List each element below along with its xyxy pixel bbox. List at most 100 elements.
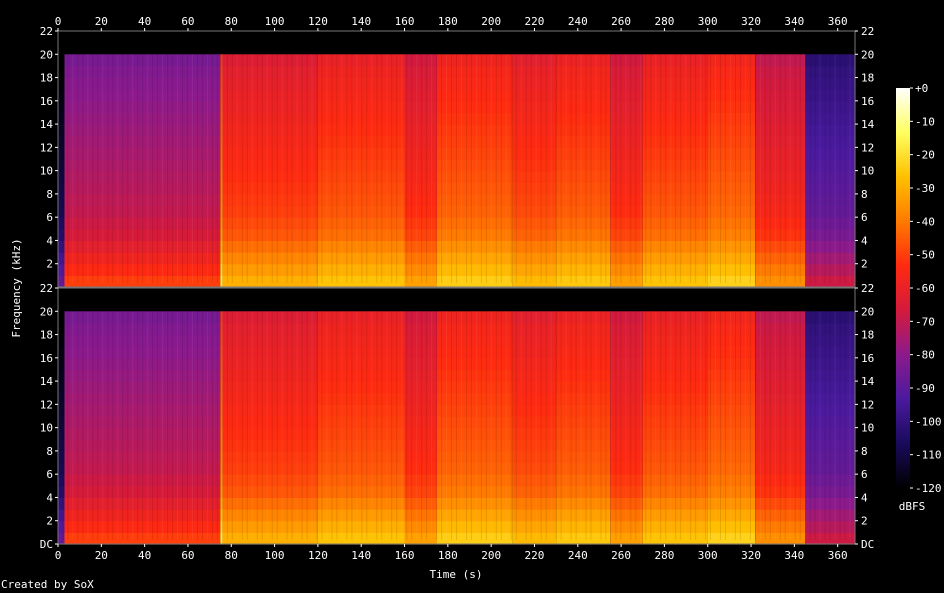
- channel-1-cell-9-9: [610, 170, 643, 183]
- channel-2-cell-7-6: [512, 462, 557, 475]
- channel-1-cell-10-0: [642, 275, 708, 288]
- channel-2-cell-11-14: [707, 369, 756, 382]
- channel-1-cell-6-18: [437, 65, 513, 79]
- channel-1-cell-11-14: [707, 112, 756, 125]
- channel-1-cell-2-0: [220, 275, 223, 288]
- channel-1-cell-10-18: [642, 65, 708, 79]
- colorbar-title: dBFS: [899, 500, 926, 513]
- channel-1-cell-2-8: [220, 182, 223, 195]
- channel-1-cell-2-10: [220, 159, 223, 172]
- channel-1-cell-2-18: [220, 65, 223, 79]
- channel-2-cell-10-10: [642, 416, 708, 429]
- xtick-label-top: 100: [265, 15, 285, 28]
- channel-2-cell-11-8: [707, 439, 756, 452]
- channel-1-cell-11-15: [707, 100, 756, 113]
- x-axis-title: Time (s): [430, 568, 483, 581]
- colorbar-tick-label: -60: [915, 282, 935, 295]
- channel-2-cell-3-9: [222, 427, 318, 440]
- channel-2-cell-12-0: [755, 532, 806, 545]
- channel-1-cell-10-5: [642, 217, 708, 230]
- channel-2-cell-11-2: [707, 509, 756, 522]
- channel-1-cell-8-7: [556, 193, 611, 207]
- channel-2-cell-8-2: [556, 509, 611, 522]
- channel-2-cell-7-10: [512, 416, 557, 429]
- channel-1-cell-2-3: [220, 240, 223, 253]
- channel-2-frame: [57, 287, 856, 545]
- channel-2-cell-9-17: [610, 334, 643, 347]
- channel-1-cell-9-6: [610, 205, 643, 218]
- channel-2-ytick-label-left: 20: [40, 305, 53, 318]
- channel-1-ytick-label-right: 12: [861, 141, 874, 154]
- xtick-label-bottom: 180: [438, 549, 458, 562]
- channel-1-cell-8-16: [556, 89, 611, 102]
- channel-2-cell-2-2: [220, 509, 223, 522]
- channel-1-cell-4-14: [317, 112, 405, 125]
- channel-2-cell-10-19: [642, 311, 708, 324]
- channel-2-cell-0-7: [58, 450, 65, 464]
- xtick-label-bottom: 120: [308, 549, 328, 562]
- xtick-label-top: 240: [568, 15, 588, 28]
- channel-2-cell-1-2: [64, 509, 221, 522]
- channel-1-cell-1-10: [64, 159, 221, 172]
- channel-1-cell-10-14: [642, 112, 708, 125]
- channel-2-cell-9-7: [610, 450, 643, 464]
- channel-1-cell-3-6: [222, 205, 318, 218]
- channel-2-cell-0-13: [58, 381, 65, 394]
- channel-2-cell-3-3: [222, 497, 318, 510]
- channel-2-cell-6-18: [437, 322, 513, 336]
- channel-2-cell-6-0: [437, 532, 513, 545]
- channel-2-cell-4-0: [317, 532, 405, 545]
- channel-2-ytick-label-right: 10: [861, 422, 874, 435]
- channel-1-cell-1-14: [64, 112, 221, 125]
- channel-2-cell-11-6: [707, 462, 756, 475]
- channel-2-cell-0-10: [58, 416, 65, 429]
- channel-2-cell-4-7: [317, 450, 405, 464]
- channel-1-cell-1-12: [64, 135, 221, 148]
- channel-2-cell-7-15: [512, 357, 557, 370]
- channel-1-cell-3-0: [222, 275, 318, 288]
- channel-1-cell-6-2: [437, 252, 513, 265]
- channel-2-cell-0-16: [58, 346, 65, 359]
- channel-2-cell-12-18: [755, 322, 806, 336]
- channel-1-cell-8-14: [556, 112, 611, 125]
- channel-1-cell-9-7: [610, 193, 643, 207]
- channel-1-cell-8-10: [556, 159, 611, 172]
- channel-2-cell-11-11: [707, 404, 756, 417]
- channel-1-cell-8-12: [556, 135, 611, 148]
- channel-1-cell-13-3: [805, 240, 855, 253]
- channel-1-cell-3-14: [222, 112, 318, 125]
- channel-1-cell-11-6: [707, 205, 756, 218]
- channel-2-cell-2-9: [220, 427, 223, 440]
- xtick-label-bottom: 260: [611, 549, 631, 562]
- channel-2-cell-1-12: [64, 392, 221, 405]
- channel-1-cell-5-3: [404, 240, 437, 253]
- channel-2-cell-9-8: [610, 439, 643, 452]
- channel-1-cell-2-9: [220, 170, 223, 183]
- channel-2-cell-10-1: [642, 520, 708, 533]
- xtick-label-top: 80: [225, 15, 238, 28]
- channel-1-cell-6-3: [437, 240, 513, 253]
- channel-2-cell-13-2: [805, 509, 855, 522]
- channel-2-cell-7-2: [512, 509, 557, 522]
- channel-2-cell-5-5: [404, 474, 437, 487]
- channel-2-cell-11-3: [707, 497, 756, 510]
- channel-1-cell-7-19: [512, 54, 557, 67]
- channel-1-cell-3-2: [222, 252, 318, 265]
- channel-1-cell-3-12: [222, 135, 318, 148]
- channel-1-cell-6-13: [437, 124, 513, 137]
- channel-2-cell-13-13: [805, 381, 855, 394]
- channel-1-cell-10-9: [642, 170, 708, 183]
- channel-1-ytick-label-left: 14: [40, 118, 54, 131]
- channel-1-cell-0-8: [58, 182, 65, 195]
- channel-2-cell-11-16: [707, 346, 756, 359]
- channel-1-cell-9-4: [610, 228, 643, 241]
- colorbar-tick-label: -90: [915, 382, 935, 395]
- channel-2-cell-4-11: [317, 404, 405, 417]
- xtick-label-bottom: 80: [225, 549, 238, 562]
- channel-2-cell-10-3: [642, 497, 708, 510]
- channel-2-cell-0-18: [58, 322, 65, 336]
- channel-1-cell-6-8: [437, 182, 513, 195]
- channel-1-cell-10-12: [642, 135, 708, 148]
- channel-1-cell-8-13: [556, 124, 611, 137]
- channel-1-cell-2-14: [220, 112, 223, 125]
